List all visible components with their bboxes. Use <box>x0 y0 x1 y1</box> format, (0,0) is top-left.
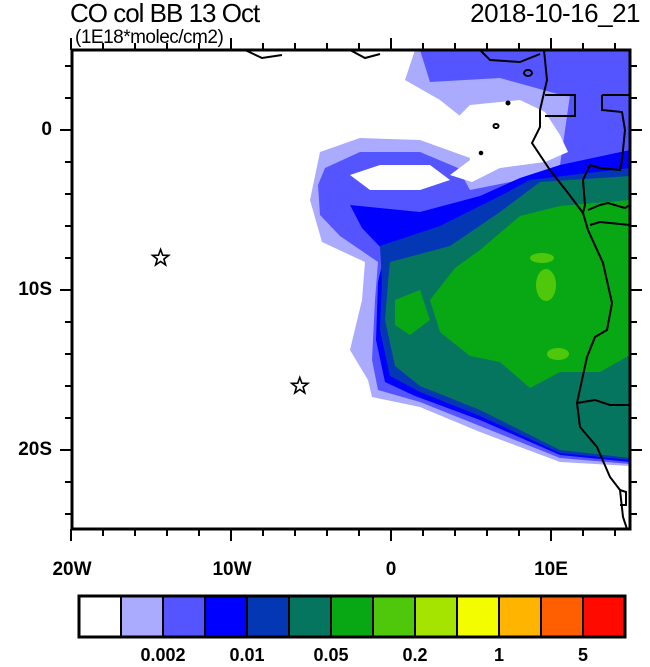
co-field <box>244 50 630 529</box>
star-marker <box>150 247 171 267</box>
coastline <box>244 50 630 529</box>
colorbar-label: 0.05 <box>313 645 349 665</box>
star-marker <box>289 375 311 395</box>
lat-label-20s: 20S <box>18 439 52 460</box>
colorbar-swatch <box>120 595 164 638</box>
contour-0.2b <box>530 253 554 263</box>
contour-0.1b <box>395 290 430 335</box>
datetime-label: 2018-10-16_21 <box>470 0 640 28</box>
contour-0.1 <box>430 200 630 388</box>
colorbar-swatch <box>456 595 500 638</box>
lon-label-10e: 10E <box>534 559 568 580</box>
colorbar-swatch <box>330 595 374 638</box>
colorbar-swatch <box>372 595 416 638</box>
colorbar-swatch <box>498 595 542 638</box>
colorbar <box>77 594 627 639</box>
colorbar-swatch <box>540 595 584 638</box>
colorbar-label: 0.2 <box>402 645 428 665</box>
colorbar-swatch <box>246 595 290 638</box>
units-label: (1E18*molec/cm2) <box>75 27 224 48</box>
colorbar-swatch <box>288 595 332 638</box>
contour-0.2a <box>536 269 556 301</box>
colorbar-frame <box>77 594 627 639</box>
colorbar-swatch <box>204 595 248 638</box>
colorbar-label: 0.01 <box>229 645 265 665</box>
colorbar-label: 0.002 <box>140 645 186 665</box>
low-value-area-2 <box>350 165 450 190</box>
low-value-area <box>450 100 568 182</box>
lon-label-0: 0 <box>385 559 397 580</box>
lat-label-10s: 10S <box>18 279 52 300</box>
station-markers <box>150 247 311 395</box>
plot-title: CO col BB 13 Oct <box>70 0 260 28</box>
colorbar-swatch <box>162 595 206 638</box>
lon-label-10w: 10W <box>212 559 252 580</box>
lat-label-0: 0 <box>41 119 52 140</box>
colorbar-swatch <box>78 595 122 638</box>
lon-label-20w: 20W <box>52 559 92 580</box>
colorbar-swatch <box>414 595 458 638</box>
colorbar-label: 1 <box>493 645 504 665</box>
contour-0.2c <box>547 348 569 360</box>
colorbar-label: 5 <box>577 645 588 665</box>
axis-ticks <box>60 38 642 541</box>
colorbar-swatch <box>582 595 626 638</box>
